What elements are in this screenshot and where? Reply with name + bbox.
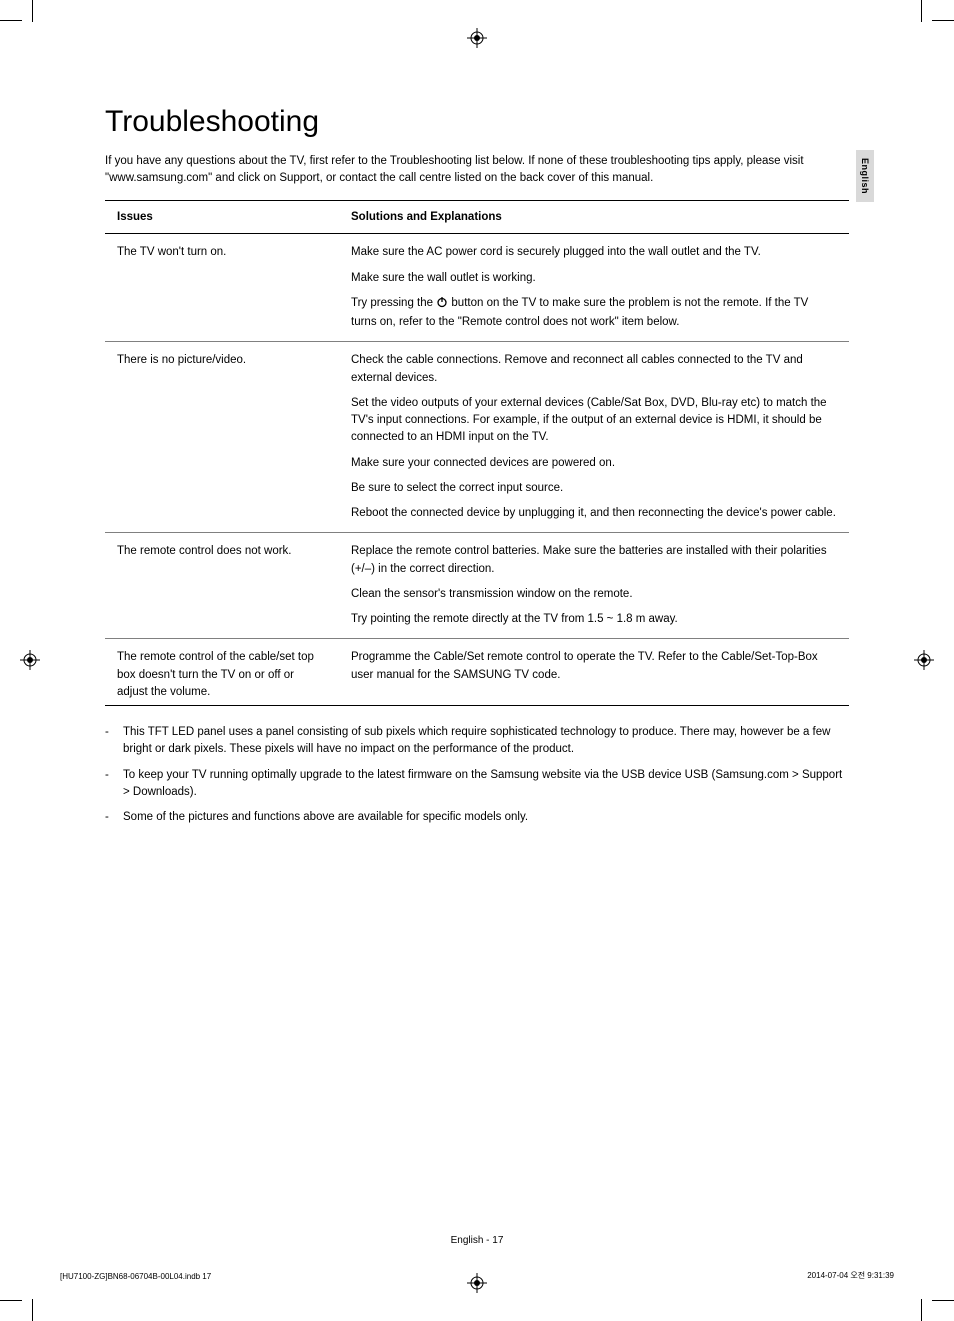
page-title: Troubleshooting <box>105 105 849 139</box>
note-text: Some of the pictures and functions above… <box>123 809 528 826</box>
table-header-solutions: Solutions and Explanations <box>339 201 849 234</box>
footer-timestamp: 2014-07-04 오전 9:31:39 <box>807 1270 894 1281</box>
crop-mark <box>921 0 922 22</box>
crop-mark <box>932 20 954 21</box>
crop-mark <box>932 1300 954 1301</box>
crop-mark <box>0 1300 22 1301</box>
registration-mark-icon <box>467 1273 487 1293</box>
note-item: -Some of the pictures and functions abov… <box>105 809 849 826</box>
solution-text: Be sure to select the correct input sour… <box>351 480 837 497</box>
note-item: -To keep your TV running optimally upgra… <box>105 767 849 802</box>
page-content: Troubleshooting If you have any question… <box>105 105 849 834</box>
table-header-issues: Issues <box>105 201 339 234</box>
solution-text: Try pressing the button on the TV to mak… <box>351 295 837 332</box>
issue-cell: The remote control of the cable/set top … <box>105 639 339 706</box>
solution-text: Try pointing the remote directly at the … <box>351 611 837 628</box>
issue-cell: There is no picture/video. <box>105 342 339 533</box>
solution-cell: Make sure the AC power cord is securely … <box>339 234 849 342</box>
crop-mark <box>921 1299 922 1321</box>
note-dash: - <box>105 767 123 802</box>
solution-text: Make sure the AC power cord is securely … <box>351 244 837 261</box>
language-tab: English <box>856 150 874 202</box>
note-item: -This TFT LED panel uses a panel consist… <box>105 724 849 759</box>
solution-text: Reboot the connected device by unpluggin… <box>351 505 837 522</box>
solution-text: Check the cable connections. Remove and … <box>351 352 837 387</box>
troubleshooting-table: Issues Solutions and Explanations The TV… <box>105 200 849 706</box>
crop-mark <box>0 20 22 21</box>
solution-text: Make sure the wall outlet is working. <box>351 270 837 287</box>
solution-text: Replace the remote control batteries. Ma… <box>351 543 837 578</box>
note-dash: - <box>105 724 123 759</box>
footer-filename: [HU7100-ZG]BN68-06704B-00L04.indb 17 <box>60 1272 211 1281</box>
solution-cell: Programme the Cable/Set remote control t… <box>339 639 849 706</box>
note-text: This TFT LED panel uses a panel consisti… <box>123 724 849 759</box>
crop-mark <box>32 0 33 22</box>
language-tab-label: English <box>860 158 870 194</box>
solution-cell: Check the cable connections. Remove and … <box>339 342 849 533</box>
issue-cell: The TV won't turn on. <box>105 234 339 342</box>
footer-page-number: English - 17 <box>0 1235 954 1246</box>
intro-text: If you have any questions about the TV, … <box>105 153 849 186</box>
registration-mark-icon <box>20 650 40 670</box>
solution-text: Programme the Cable/Set remote control t… <box>351 649 837 684</box>
power-icon <box>436 296 448 314</box>
issue-cell: The remote control does not work. <box>105 533 339 639</box>
crop-mark <box>32 1299 33 1321</box>
notes-section: -This TFT LED panel uses a panel consist… <box>105 724 849 826</box>
solution-text: Clean the sensor's transmission window o… <box>351 586 837 603</box>
note-dash: - <box>105 809 123 826</box>
registration-mark-icon <box>467 28 487 48</box>
registration-mark-icon <box>914 650 934 670</box>
note-text: To keep your TV running optimally upgrad… <box>123 767 849 802</box>
solution-text: Set the video outputs of your external d… <box>351 395 837 447</box>
solution-text: Make sure your connected devices are pow… <box>351 455 837 472</box>
solution-cell: Replace the remote control batteries. Ma… <box>339 533 849 639</box>
